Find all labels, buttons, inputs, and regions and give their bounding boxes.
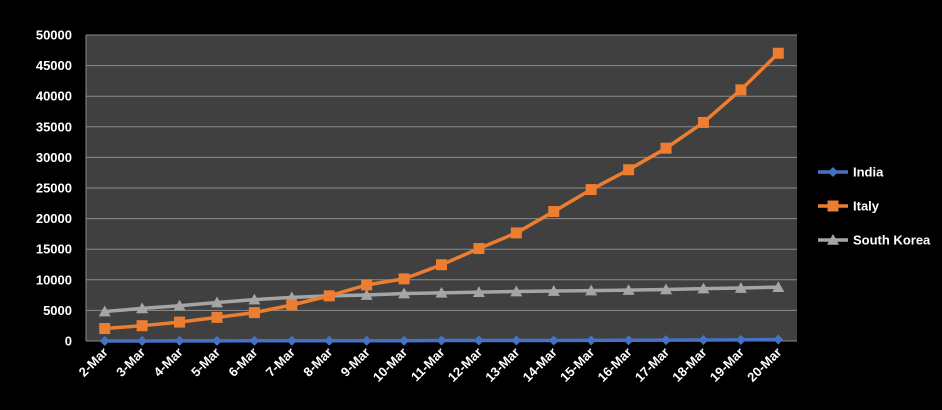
data-point-india [174, 335, 185, 346]
data-point-india [661, 335, 672, 346]
data-point-south-korea [547, 285, 560, 296]
data-point-italy [473, 243, 485, 255]
data-point-south-korea [210, 296, 223, 308]
data-point-italy [772, 47, 784, 59]
data-point-india [399, 335, 410, 346]
legend-label-india: India [853, 165, 884, 180]
data-point-south-korea [772, 281, 785, 292]
data-point-india [511, 335, 522, 346]
data-point-italy [99, 323, 111, 335]
data-point-italy [398, 273, 410, 285]
x-tick-label: 7-Mar [263, 345, 298, 380]
legend-marker-india [828, 167, 838, 177]
data-point-india [548, 335, 559, 346]
data-point-south-korea [697, 282, 710, 294]
data-point-india [436, 335, 447, 346]
y-tick-label: 25000 [36, 181, 72, 196]
x-tick-label: 18-Mar [669, 345, 709, 385]
data-point-italy [623, 164, 635, 176]
data-point-italy [436, 259, 447, 271]
data-point-south-korea [660, 283, 673, 295]
x-tick-label: 19-Mar [707, 345, 747, 385]
y-tick-label: 45000 [36, 58, 72, 73]
data-point-italy [174, 316, 186, 328]
y-tick-label: 10000 [36, 272, 72, 287]
data-point-india [137, 335, 148, 346]
x-tick-label: 10-Mar [370, 345, 410, 385]
x-tick-label: 9-Mar [338, 345, 373, 380]
data-point-india [99, 335, 110, 346]
x-tick-label: 17-Mar [632, 345, 672, 385]
data-point-south-korea [472, 286, 485, 297]
data-point-india [773, 334, 784, 345]
data-point-italy [248, 307, 260, 319]
x-tick-label: 13-Mar [482, 345, 522, 385]
y-tick-label: 30000 [36, 150, 72, 165]
data-point-italy [323, 290, 335, 302]
data-point-india [324, 335, 335, 346]
data-point-india [623, 335, 634, 346]
x-tick-label: 6-Mar [225, 345, 260, 380]
x-tick-label: 12-Mar [445, 345, 485, 385]
data-point-india [286, 335, 297, 346]
x-tick-label: 8-Mar [300, 345, 335, 380]
data-point-italy [510, 227, 522, 239]
data-point-italy [735, 84, 747, 96]
data-point-india [586, 335, 597, 346]
x-tick-label: 20-Mar [744, 345, 784, 385]
data-point-india [473, 335, 484, 346]
legend-label-italy: Italy [853, 199, 880, 214]
data-point-south-korea [360, 289, 373, 300]
x-tick-label: 14-Mar [520, 345, 560, 385]
data-point-italy [286, 299, 298, 311]
y-tick-label: 40000 [36, 89, 72, 104]
data-point-south-korea [734, 282, 747, 293]
data-point-india [249, 335, 260, 346]
y-tick-label: 15000 [36, 242, 72, 257]
y-tick-label: 35000 [36, 119, 72, 134]
legend-marker-italy [827, 200, 839, 212]
data-point-italy [361, 279, 373, 291]
data-point-italy [660, 142, 672, 154]
x-tick-label: 5-Mar [188, 345, 223, 380]
y-tick-label: 0 [65, 334, 72, 349]
data-point-italy [548, 206, 560, 218]
data-point-india [361, 335, 372, 346]
legend-marker-south-korea [827, 234, 839, 245]
data-point-south-korea [136, 302, 149, 314]
x-tick-label: 2-Mar [76, 345, 111, 380]
data-point-south-korea [585, 284, 598, 296]
data-point-italy [585, 184, 597, 196]
x-tick-label: 16-Mar [594, 345, 634, 385]
x-tick-label: 11-Mar [408, 345, 448, 385]
x-tick-label: 4-Mar [151, 345, 186, 380]
data-point-south-korea [98, 305, 111, 317]
y-tick-label: 50000 [36, 28, 72, 43]
data-point-south-korea [248, 293, 261, 305]
x-tick-label: 15-Mar [557, 345, 597, 385]
data-point-india [735, 334, 746, 345]
data-point-south-korea [285, 291, 298, 303]
data-point-south-korea [435, 286, 448, 298]
data-point-south-korea [173, 299, 186, 311]
data-point-italy [211, 311, 223, 323]
data-point-india [211, 335, 222, 346]
legend-label-south-korea: South Korea [853, 233, 931, 248]
data-point-italy [697, 116, 709, 128]
y-tick-label: 20000 [36, 211, 72, 226]
data-point-india [698, 334, 709, 345]
data-point-italy [136, 320, 148, 332]
y-tick-label: 5000 [43, 303, 72, 318]
data-point-south-korea [398, 287, 411, 299]
data-point-south-korea [622, 284, 635, 295]
x-tick-label: 3-Mar [113, 345, 148, 380]
data-point-south-korea [510, 285, 523, 297]
